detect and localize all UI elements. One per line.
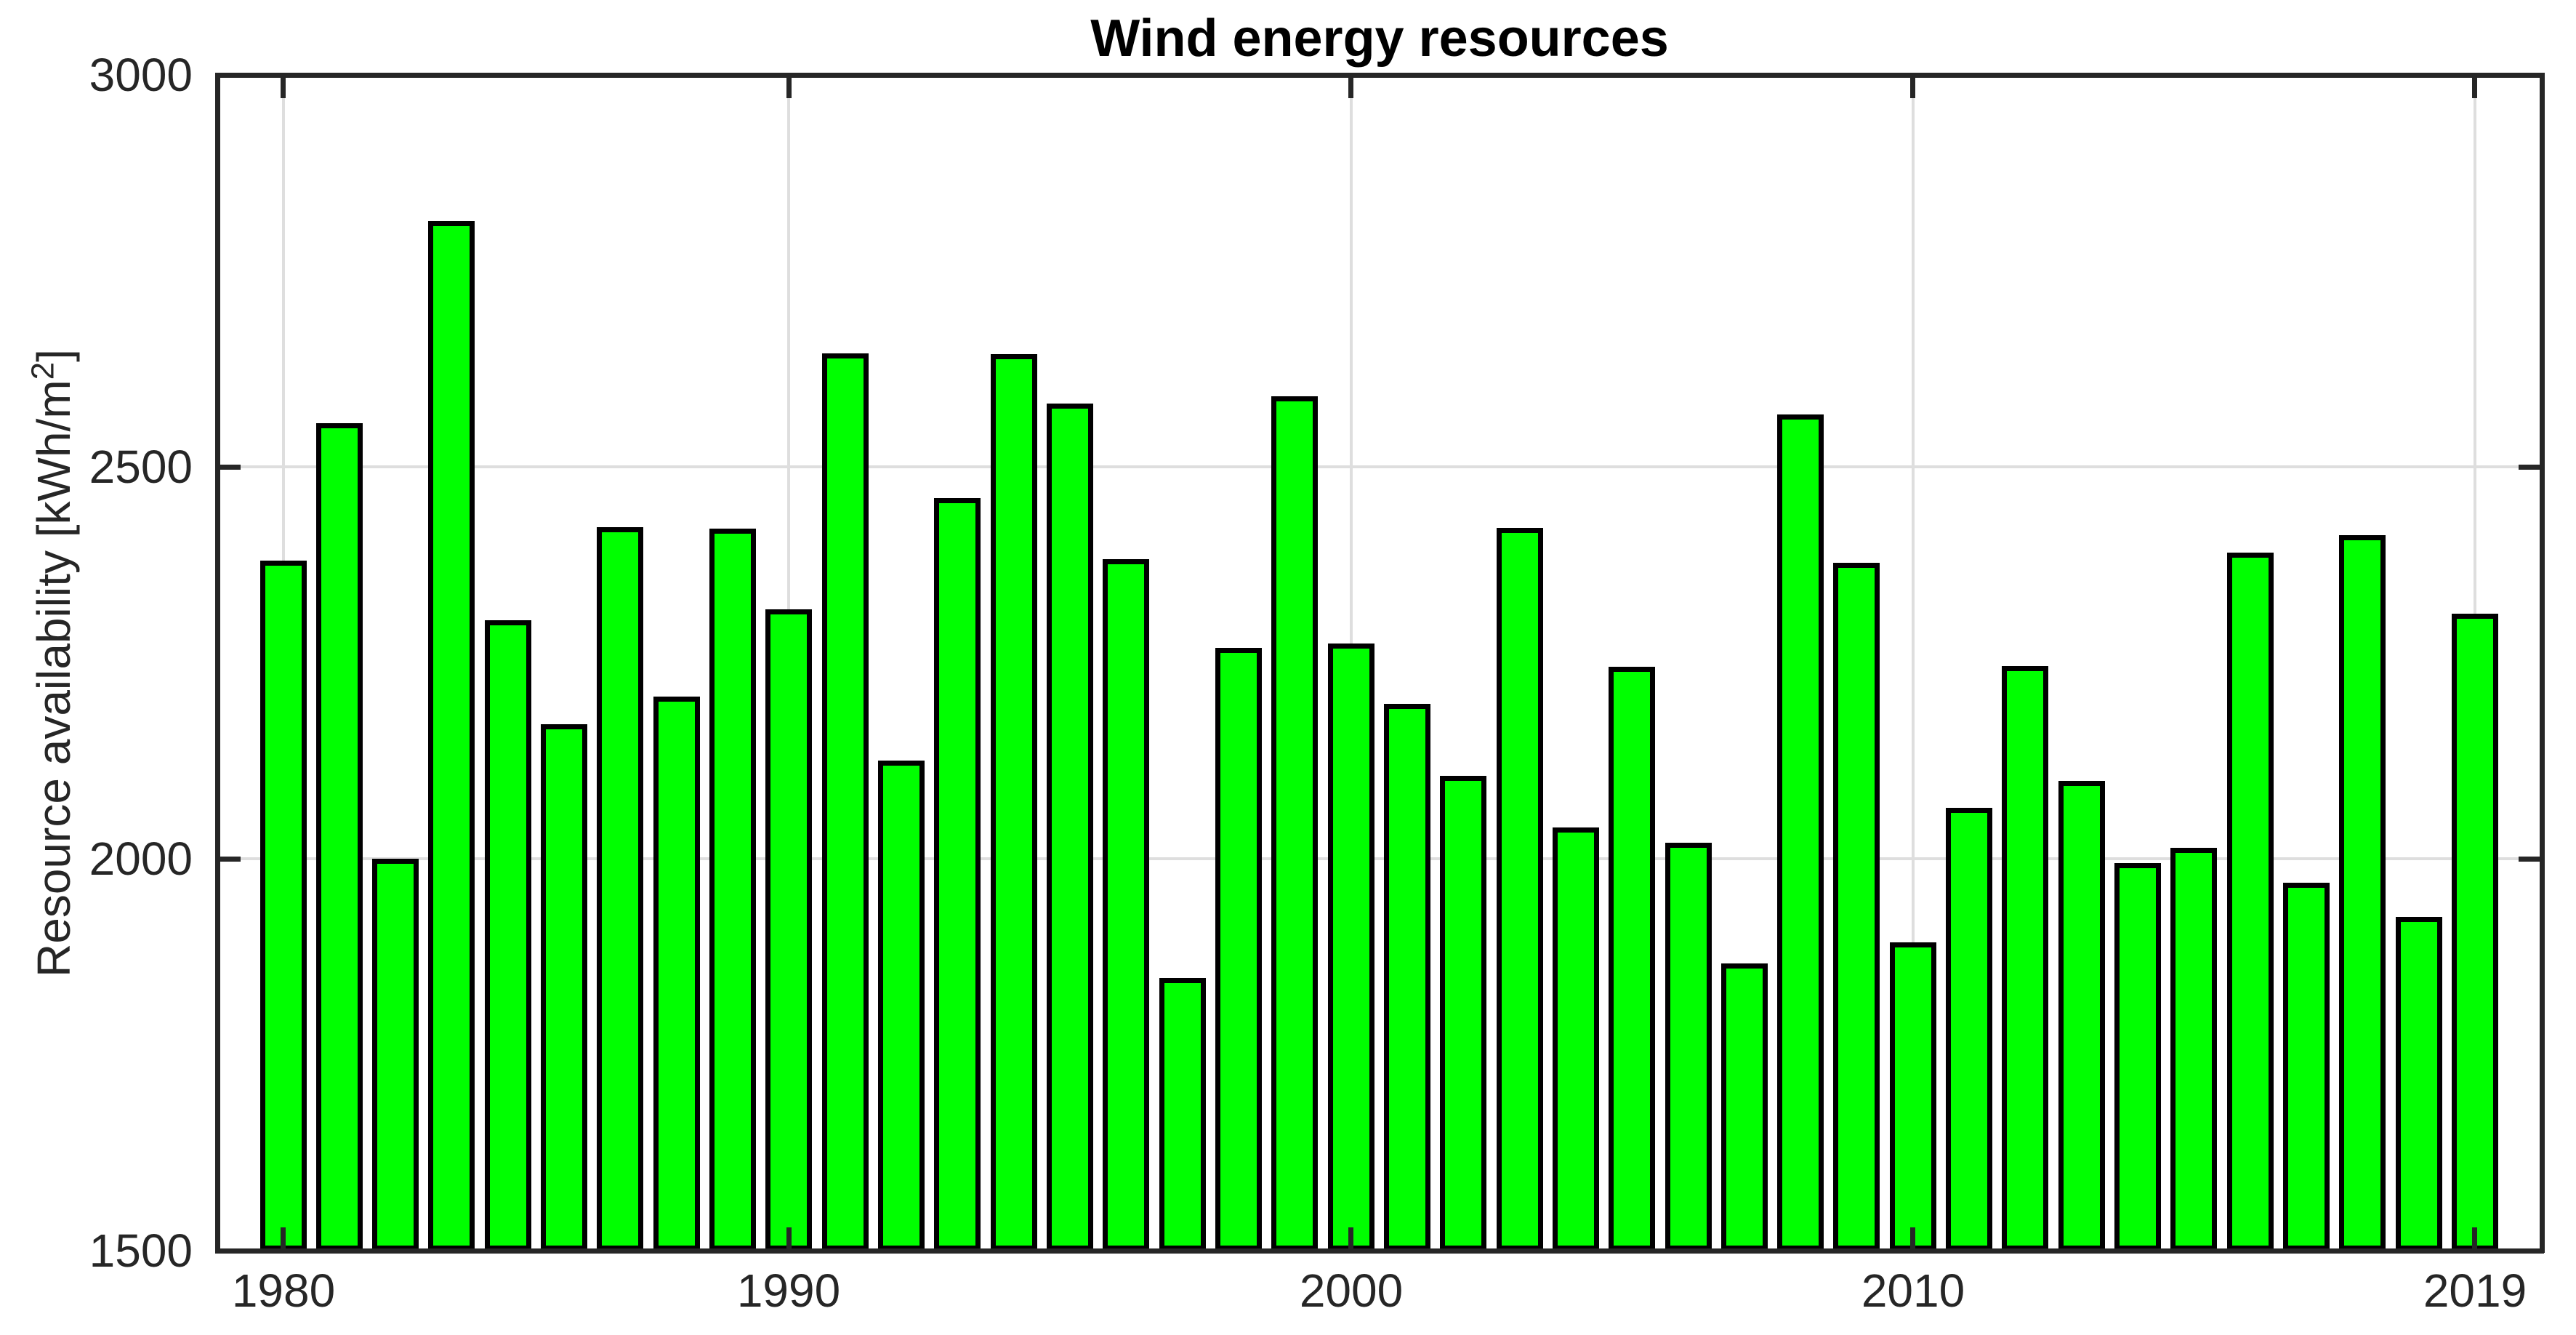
bar-1992 xyxy=(934,498,981,1251)
bar-1996 xyxy=(1159,977,1206,1251)
bar-2011 xyxy=(2002,665,2049,1251)
x-tick-top-2019 xyxy=(2472,75,2478,98)
bar-1995 xyxy=(1103,559,1150,1251)
bar-1994 xyxy=(1046,403,1093,1251)
bar-1987 xyxy=(653,696,700,1251)
bar-2016 xyxy=(2283,883,2330,1251)
x-tick-label-2019: 2019 xyxy=(2423,1264,2527,1317)
bar-1981 xyxy=(315,422,363,1251)
bar-1985 xyxy=(541,723,588,1251)
x-tick-bottom-2000 xyxy=(1348,1227,1354,1251)
gridline-y-2000 xyxy=(217,857,2542,860)
x-tick-top-1980 xyxy=(281,75,286,98)
x-tick-label-2000: 2000 xyxy=(1299,1264,1404,1317)
bar-2000 xyxy=(1383,703,1430,1251)
gridline-y-2500 xyxy=(217,465,2542,468)
bar-2002 xyxy=(1496,528,1543,1251)
bar-2012 xyxy=(2058,781,2105,1251)
y-axis-label: Resource availability [kWh/m2] xyxy=(23,140,84,1187)
bar-2004 xyxy=(1609,666,1656,1251)
y-tick-right-2500 xyxy=(2519,464,2542,470)
y-tick-label-1500: 1500 xyxy=(89,1224,193,1277)
y-tick-left-2000 xyxy=(217,856,241,862)
bar-2005 xyxy=(1665,843,1712,1251)
x-tick-label-1990: 1990 xyxy=(736,1264,841,1317)
bar-2001 xyxy=(1440,775,1487,1251)
x-tick-label-2010: 2010 xyxy=(1861,1264,1965,1317)
x-tick-bottom-2010 xyxy=(1910,1227,1916,1251)
bar-1997 xyxy=(1215,648,1262,1251)
bar-1984 xyxy=(484,620,531,1251)
bar-1980 xyxy=(259,561,307,1251)
bar-2017 xyxy=(2339,534,2386,1251)
y-axis-label-bracket: ] xyxy=(28,349,80,362)
x-tick-top-2000 xyxy=(1348,75,1354,98)
bar-1990 xyxy=(821,353,869,1251)
bar-1983 xyxy=(428,220,475,1251)
bar-2003 xyxy=(1552,827,1599,1251)
bar-2019 xyxy=(2451,613,2498,1251)
x-tick-bottom-1980 xyxy=(281,1227,286,1251)
bar-2009 xyxy=(1889,942,1936,1251)
y-tick-left-2500 xyxy=(217,464,241,470)
gridline-x-2010 xyxy=(1911,75,1915,1251)
y-axis-label-superscript: 2 xyxy=(25,361,61,380)
bar-1988 xyxy=(709,529,757,1251)
bar-2008 xyxy=(1833,562,1880,1251)
y-tick-right-2000 xyxy=(2519,856,2542,862)
chart-title: Wind energy resources xyxy=(1090,9,1669,68)
x-tick-top-2010 xyxy=(1910,75,1916,98)
bar-2014 xyxy=(2170,847,2218,1251)
bar-2013 xyxy=(2114,863,2162,1251)
x-tick-bottom-1990 xyxy=(786,1227,792,1251)
bar-1999 xyxy=(1327,643,1374,1251)
axis-left-border xyxy=(215,73,220,1253)
bar-1998 xyxy=(1271,396,1319,1251)
x-tick-bottom-2019 xyxy=(2472,1227,2478,1251)
axis-bottom-border xyxy=(215,1248,2544,1254)
x-tick-top-1990 xyxy=(786,75,792,98)
axis-top-border xyxy=(215,73,2544,78)
bar-2010 xyxy=(1946,807,1993,1251)
bar-1986 xyxy=(597,527,644,1251)
bar-2015 xyxy=(2226,552,2274,1251)
x-tick-label-1980: 1980 xyxy=(231,1264,336,1317)
bar-2006 xyxy=(1720,963,1768,1251)
y-tick-label-3000: 3000 xyxy=(89,49,193,101)
bar-1982 xyxy=(372,859,419,1251)
y-tick-label-2000: 2000 xyxy=(89,833,193,885)
plot-area xyxy=(215,73,2545,1254)
axis-right-border xyxy=(2540,73,2545,1253)
bar-2007 xyxy=(1777,414,1824,1251)
bar-2018 xyxy=(2395,916,2442,1251)
y-tick-label-2500: 2500 xyxy=(89,441,193,493)
bar-1989 xyxy=(765,609,813,1251)
bar-1991 xyxy=(878,761,925,1251)
bar-1993 xyxy=(990,353,1037,1251)
